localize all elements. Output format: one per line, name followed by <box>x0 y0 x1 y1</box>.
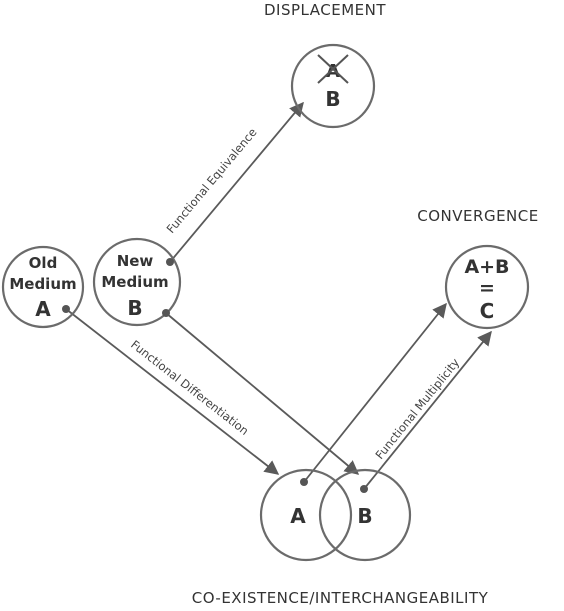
cross-out-icon <box>317 54 349 84</box>
convergence-heading: CONVERGENCE <box>417 207 538 225</box>
functional-differentiation-label: Functional Differentiation <box>128 337 251 438</box>
old-medium-line1: Old <box>29 254 58 272</box>
functional-multiplicity-arrow <box>363 330 492 490</box>
coexistence-b-dot <box>360 485 368 493</box>
functional-equivalence-label: Functional Equivalence <box>164 125 260 236</box>
coexistence-a-letter: A <box>290 504 306 528</box>
new-medium-to-coexistence-arrow <box>165 312 360 475</box>
displacement-b-letter: B <box>325 87 340 111</box>
old-medium-node: Old Medium A <box>1 245 85 329</box>
coexistence-a-circle <box>259 468 353 562</box>
convergence-node: A+B = C <box>444 244 530 330</box>
coexistence-a-to-convergence-arrow <box>303 302 447 483</box>
old-medium-letter: A <box>35 297 51 321</box>
functional-differentiation-arrow <box>65 308 280 475</box>
functional-equivalence-arrow <box>169 101 304 263</box>
new-medium-node: New Medium B <box>92 237 182 327</box>
coexistence-b-letter: B <box>357 504 372 528</box>
convergence-circle <box>444 244 530 330</box>
convergence-sum: A+B <box>464 256 509 278</box>
old-medium-connector-dot <box>62 305 70 313</box>
displacement-circle <box>290 43 376 129</box>
coexistence-b-circle <box>318 468 412 562</box>
old-medium-line2: Medium <box>9 275 76 293</box>
coexistence-node: A B <box>259 468 412 562</box>
old-medium-circle <box>1 245 85 329</box>
new-medium-bottom-dot <box>162 309 170 317</box>
new-medium-line2: Medium <box>101 273 168 291</box>
coexistence-a-dot <box>300 478 308 486</box>
convergence-result: C <box>480 299 495 323</box>
new-medium-line1: New <box>117 252 154 270</box>
convergence-equals: = <box>479 277 495 299</box>
functional-multiplicity-label: Functional Multiplicity <box>372 355 462 461</box>
coexistence-heading: CO-EXISTENCE/INTERCHANGEABILITY <box>192 589 489 607</box>
new-medium-letter: B <box>127 296 142 320</box>
new-medium-top-dot <box>166 258 174 266</box>
new-medium-circle <box>92 237 182 327</box>
displacement-heading: DISPLACEMENT <box>264 1 386 19</box>
displacement-node: A B <box>290 43 376 129</box>
